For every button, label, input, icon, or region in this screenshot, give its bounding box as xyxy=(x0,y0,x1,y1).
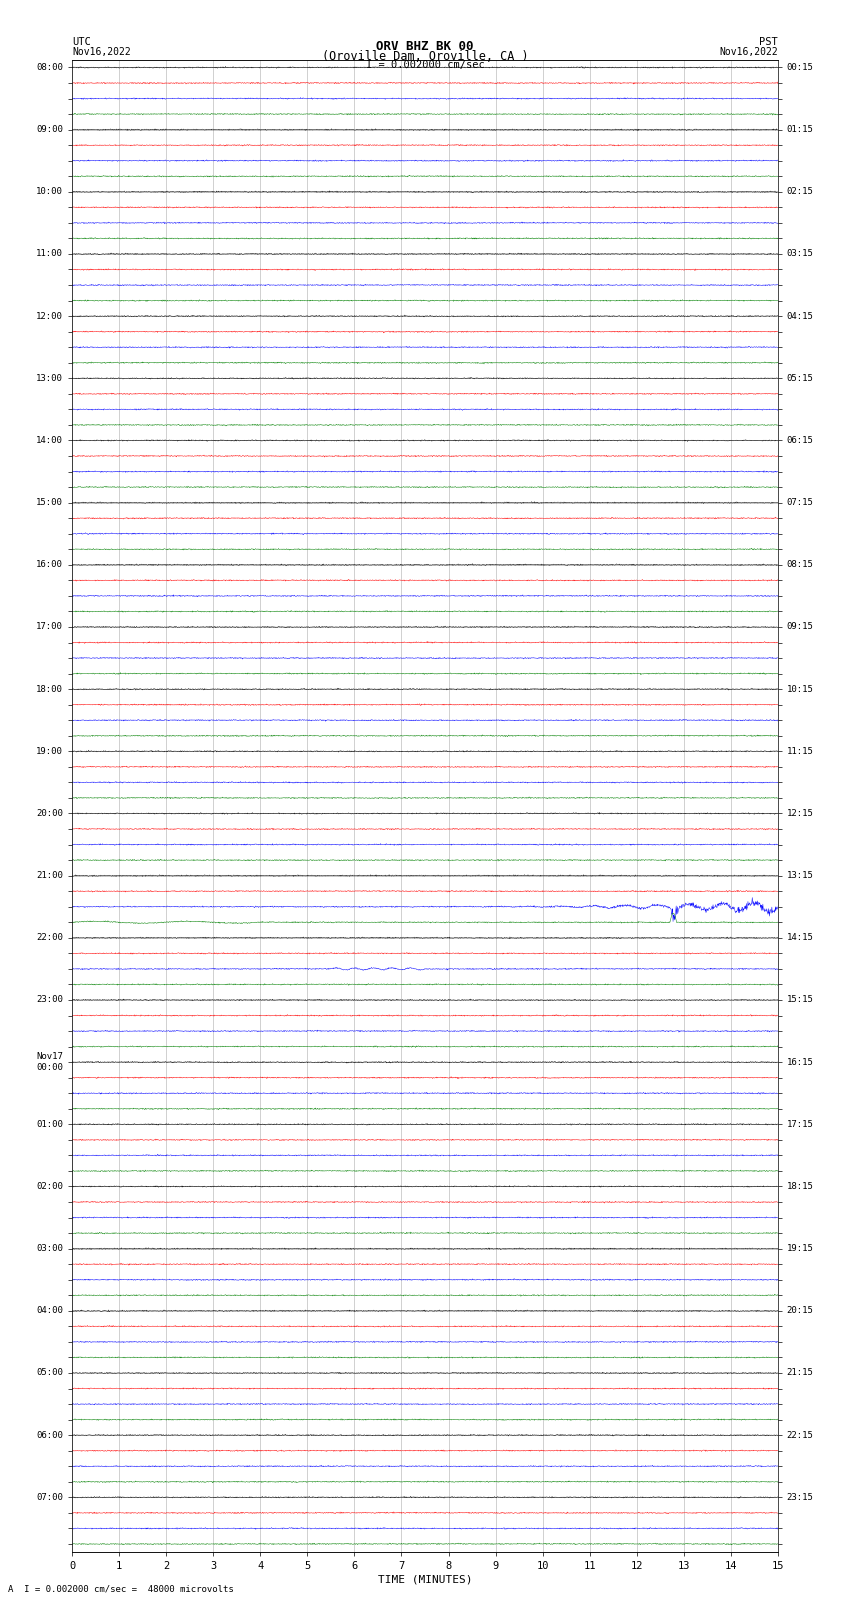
Text: Nov16,2022: Nov16,2022 xyxy=(719,47,778,56)
Text: A  I = 0.002000 cm/sec =  48000 microvolts: A I = 0.002000 cm/sec = 48000 microvolts xyxy=(8,1584,235,1594)
Text: ORV BHZ BK 00: ORV BHZ BK 00 xyxy=(377,40,473,53)
Text: (Oroville Dam, Oroville, CA ): (Oroville Dam, Oroville, CA ) xyxy=(321,50,529,63)
Text: PST: PST xyxy=(759,37,778,47)
Text: UTC: UTC xyxy=(72,37,91,47)
Text: I = 0.002000 cm/sec: I = 0.002000 cm/sec xyxy=(366,60,484,69)
Text: Nov16,2022: Nov16,2022 xyxy=(72,47,131,56)
X-axis label: TIME (MINUTES): TIME (MINUTES) xyxy=(377,1574,473,1586)
